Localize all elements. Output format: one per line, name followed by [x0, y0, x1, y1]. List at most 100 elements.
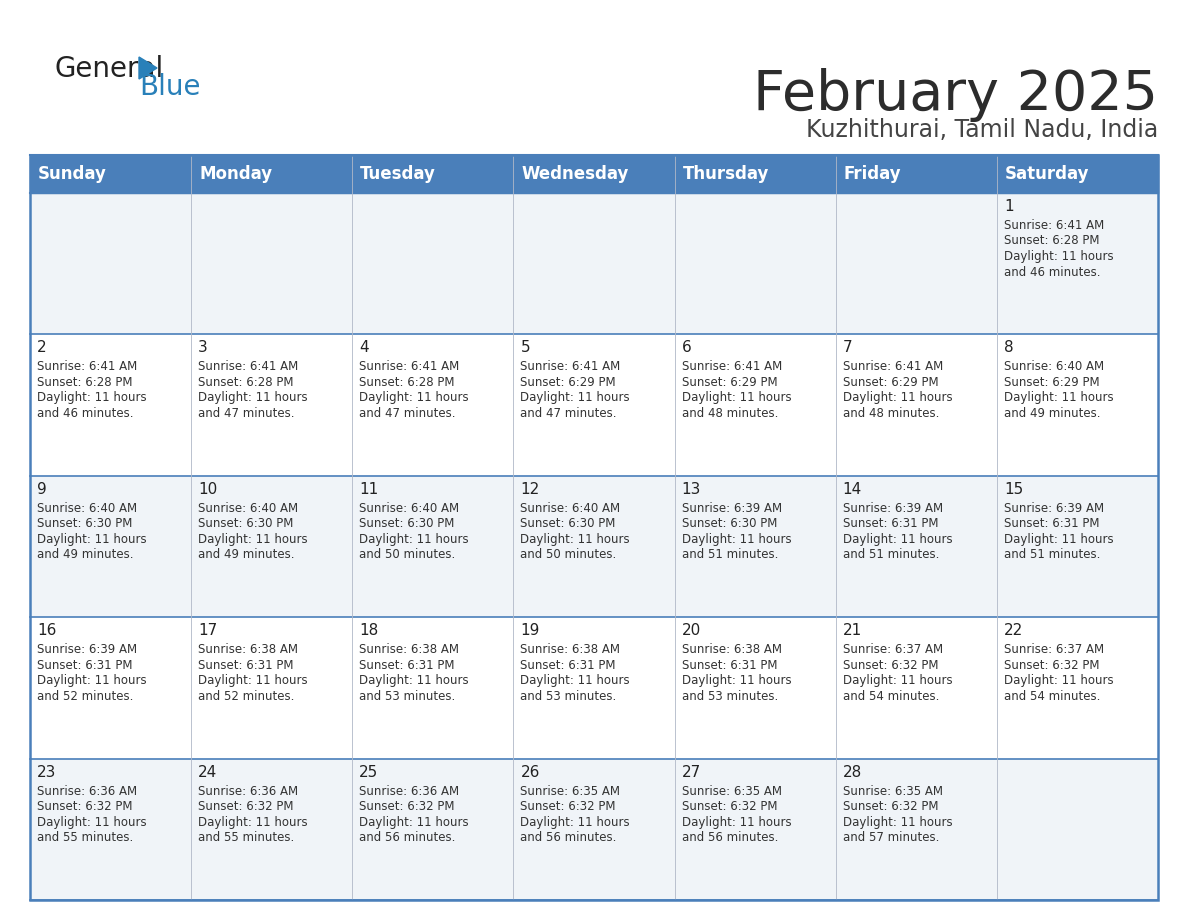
Text: Daylight: 11 hours: Daylight: 11 hours: [520, 532, 630, 546]
Text: 14: 14: [842, 482, 862, 497]
Text: Sunset: 6:32 PM: Sunset: 6:32 PM: [842, 800, 939, 813]
Text: Friday: Friday: [843, 165, 902, 183]
Text: Daylight: 11 hours: Daylight: 11 hours: [198, 391, 308, 405]
Text: Sunrise: 6:40 AM: Sunrise: 6:40 AM: [1004, 361, 1104, 374]
Bar: [353, 758, 513, 900]
Bar: [191, 758, 353, 900]
Bar: [30, 155, 1158, 900]
Text: Daylight: 11 hours: Daylight: 11 hours: [1004, 391, 1113, 405]
Text: and 49 minutes.: and 49 minutes.: [37, 548, 133, 561]
Text: Daylight: 11 hours: Daylight: 11 hours: [682, 532, 791, 546]
Text: Daylight: 11 hours: Daylight: 11 hours: [1004, 674, 1113, 688]
Bar: [675, 617, 835, 758]
Text: 5: 5: [520, 341, 530, 355]
Bar: [191, 193, 353, 334]
Text: Sunrise: 6:39 AM: Sunrise: 6:39 AM: [682, 502, 782, 515]
Text: Daylight: 11 hours: Daylight: 11 hours: [682, 391, 791, 405]
Text: Sunset: 6:32 PM: Sunset: 6:32 PM: [198, 800, 293, 813]
Text: Daylight: 11 hours: Daylight: 11 hours: [842, 532, 953, 546]
Bar: [997, 476, 1158, 617]
Bar: [675, 758, 835, 900]
Text: Sunset: 6:30 PM: Sunset: 6:30 PM: [37, 518, 132, 531]
Bar: [353, 617, 513, 758]
Bar: [353, 476, 513, 617]
Bar: [675, 334, 835, 476]
Text: Daylight: 11 hours: Daylight: 11 hours: [520, 391, 630, 405]
Text: 16: 16: [37, 623, 56, 638]
Text: Sunrise: 6:37 AM: Sunrise: 6:37 AM: [842, 644, 943, 656]
Text: Sunset: 6:30 PM: Sunset: 6:30 PM: [198, 518, 293, 531]
Text: and 46 minutes.: and 46 minutes.: [37, 407, 133, 420]
Text: and 56 minutes.: and 56 minutes.: [520, 831, 617, 844]
Text: and 49 minutes.: and 49 minutes.: [198, 548, 295, 561]
Bar: [835, 476, 997, 617]
Bar: [30, 476, 191, 617]
Text: Sunrise: 6:41 AM: Sunrise: 6:41 AM: [37, 361, 138, 374]
Text: and 52 minutes.: and 52 minutes.: [37, 689, 133, 702]
Bar: [353, 334, 513, 476]
Text: and 53 minutes.: and 53 minutes.: [359, 689, 455, 702]
Text: Sunrise: 6:35 AM: Sunrise: 6:35 AM: [842, 785, 943, 798]
Text: Sunrise: 6:41 AM: Sunrise: 6:41 AM: [520, 361, 620, 374]
Text: 13: 13: [682, 482, 701, 497]
Text: Sunset: 6:28 PM: Sunset: 6:28 PM: [1004, 234, 1099, 248]
Text: Sunset: 6:30 PM: Sunset: 6:30 PM: [520, 518, 615, 531]
Text: 15: 15: [1004, 482, 1023, 497]
Bar: [30, 758, 191, 900]
Text: Sunrise: 6:39 AM: Sunrise: 6:39 AM: [1004, 502, 1104, 515]
Text: Daylight: 11 hours: Daylight: 11 hours: [842, 674, 953, 688]
Text: Sunrise: 6:40 AM: Sunrise: 6:40 AM: [37, 502, 137, 515]
Text: 4: 4: [359, 341, 369, 355]
Text: Sunrise: 6:41 AM: Sunrise: 6:41 AM: [198, 361, 298, 374]
Text: 19: 19: [520, 623, 539, 638]
Text: and 52 minutes.: and 52 minutes.: [198, 689, 295, 702]
Text: Daylight: 11 hours: Daylight: 11 hours: [37, 532, 146, 546]
Text: and 53 minutes.: and 53 minutes.: [520, 689, 617, 702]
Text: Sunrise: 6:40 AM: Sunrise: 6:40 AM: [520, 502, 620, 515]
Text: 20: 20: [682, 623, 701, 638]
Text: Daylight: 11 hours: Daylight: 11 hours: [520, 674, 630, 688]
Text: 17: 17: [198, 623, 217, 638]
Text: Sunrise: 6:41 AM: Sunrise: 6:41 AM: [1004, 219, 1104, 232]
Bar: [675, 476, 835, 617]
Text: Sunset: 6:31 PM: Sunset: 6:31 PM: [842, 518, 939, 531]
Text: 6: 6: [682, 341, 691, 355]
Text: 23: 23: [37, 765, 56, 779]
Text: Daylight: 11 hours: Daylight: 11 hours: [842, 391, 953, 405]
Text: Daylight: 11 hours: Daylight: 11 hours: [37, 815, 146, 829]
Text: Sunset: 6:28 PM: Sunset: 6:28 PM: [359, 375, 455, 389]
Text: Sunday: Sunday: [38, 165, 107, 183]
Text: Sunset: 6:31 PM: Sunset: 6:31 PM: [520, 659, 615, 672]
Text: Sunrise: 6:35 AM: Sunrise: 6:35 AM: [520, 785, 620, 798]
Text: Sunset: 6:32 PM: Sunset: 6:32 PM: [520, 800, 615, 813]
Text: Sunrise: 6:36 AM: Sunrise: 6:36 AM: [37, 785, 137, 798]
Text: and 55 minutes.: and 55 minutes.: [198, 831, 295, 844]
Text: and 48 minutes.: and 48 minutes.: [842, 407, 939, 420]
Bar: [191, 476, 353, 617]
Bar: [835, 193, 997, 334]
Text: and 51 minutes.: and 51 minutes.: [842, 548, 939, 561]
Text: Daylight: 11 hours: Daylight: 11 hours: [37, 391, 146, 405]
Text: Sunset: 6:31 PM: Sunset: 6:31 PM: [682, 659, 777, 672]
Bar: [835, 334, 997, 476]
Text: Sunrise: 6:36 AM: Sunrise: 6:36 AM: [198, 785, 298, 798]
Text: 3: 3: [198, 341, 208, 355]
Text: Daylight: 11 hours: Daylight: 11 hours: [198, 815, 308, 829]
Text: and 50 minutes.: and 50 minutes.: [359, 548, 455, 561]
Text: Daylight: 11 hours: Daylight: 11 hours: [198, 674, 308, 688]
Bar: [513, 476, 675, 617]
Text: Sunset: 6:30 PM: Sunset: 6:30 PM: [359, 518, 455, 531]
Text: Blue: Blue: [139, 73, 201, 101]
Text: Daylight: 11 hours: Daylight: 11 hours: [682, 674, 791, 688]
Bar: [997, 193, 1158, 334]
Text: Sunset: 6:29 PM: Sunset: 6:29 PM: [682, 375, 777, 389]
Text: 25: 25: [359, 765, 379, 779]
Bar: [997, 334, 1158, 476]
Bar: [997, 617, 1158, 758]
Text: Daylight: 11 hours: Daylight: 11 hours: [359, 391, 469, 405]
Text: and 51 minutes.: and 51 minutes.: [682, 548, 778, 561]
Text: Sunset: 6:29 PM: Sunset: 6:29 PM: [842, 375, 939, 389]
Text: Daylight: 11 hours: Daylight: 11 hours: [520, 815, 630, 829]
Text: and 55 minutes.: and 55 minutes.: [37, 831, 133, 844]
Bar: [191, 334, 353, 476]
